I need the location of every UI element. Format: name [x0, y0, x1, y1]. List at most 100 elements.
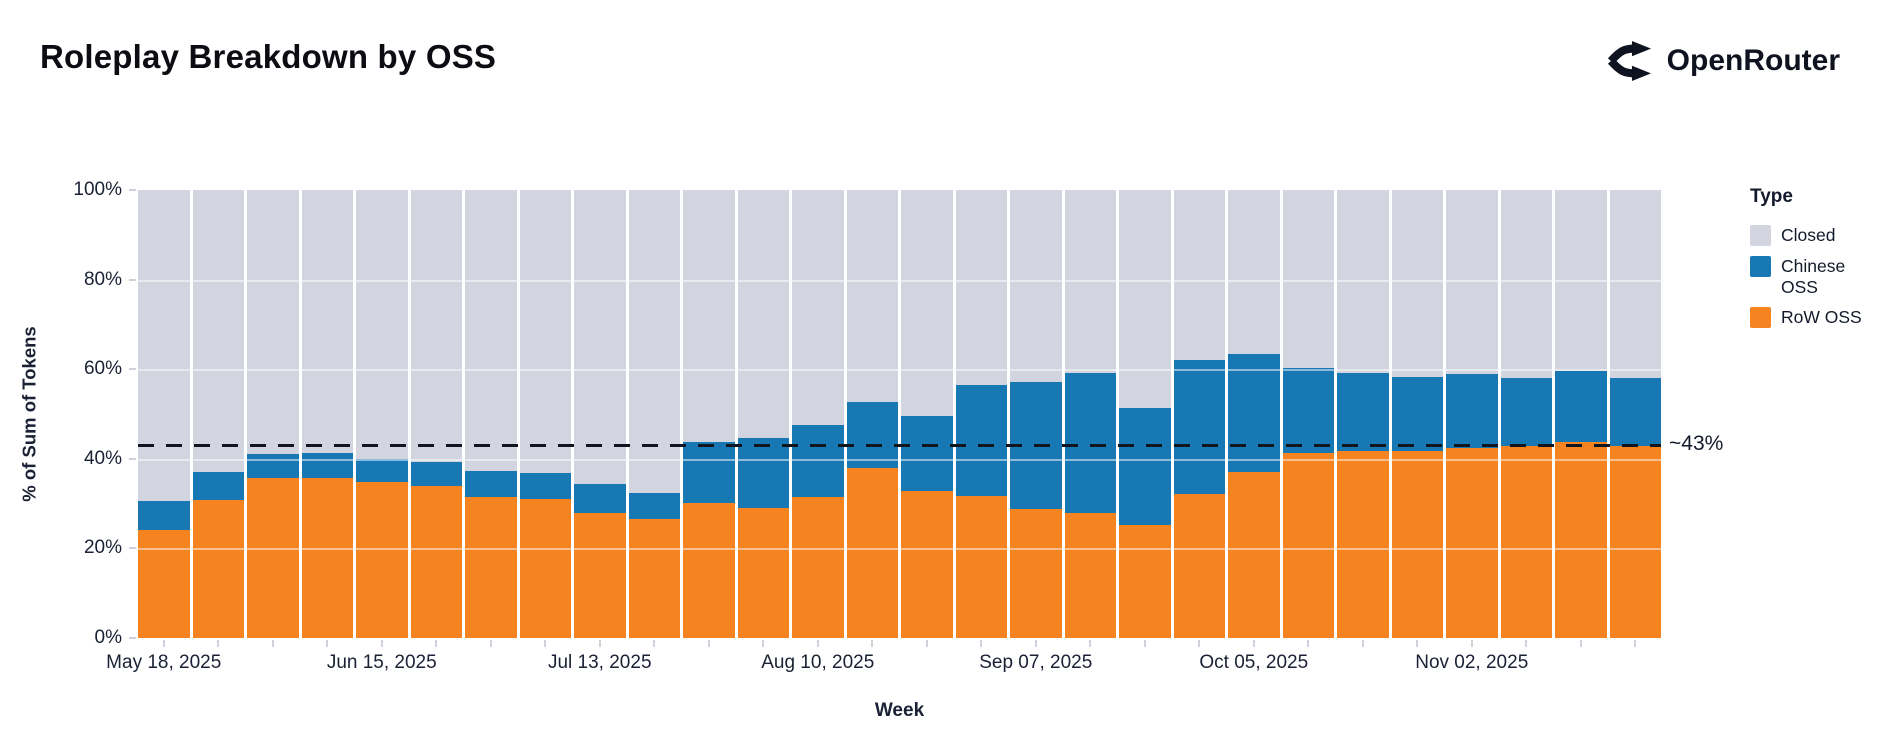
- bar-segment-chinese-oss[interactable]: [846, 402, 898, 468]
- bar-week[interactable]: [192, 190, 244, 638]
- bar-segment-closed[interactable]: [1337, 190, 1389, 373]
- bar-week[interactable]: [683, 190, 735, 638]
- bar-segment-closed[interactable]: [138, 190, 190, 501]
- bar-week[interactable]: [1010, 190, 1062, 638]
- bar-week[interactable]: [1282, 190, 1334, 638]
- bar-segment-row-oss[interactable]: [792, 497, 844, 638]
- bar-segment-chinese-oss[interactable]: [1337, 372, 1389, 452]
- bar-segment-closed[interactable]: [846, 190, 898, 403]
- bar-segment-closed[interactable]: [792, 190, 844, 426]
- bar-segment-chinese-oss[interactable]: [1391, 377, 1443, 451]
- bar-segment-row-oss[interactable]: [1446, 447, 1498, 638]
- bar-week[interactable]: [955, 190, 1007, 638]
- bar-segment-closed[interactable]: [1064, 190, 1116, 373]
- bar-segment-chinese-oss[interactable]: [247, 453, 299, 479]
- bar-segment-chinese-oss[interactable]: [1555, 371, 1607, 442]
- bar-segment-chinese-oss[interactable]: [574, 483, 626, 514]
- legend-item-row-oss[interactable]: RoW OSS: [1750, 307, 1874, 329]
- bar-segment-chinese-oss[interactable]: [465, 470, 517, 498]
- bar-segment-row-oss[interactable]: [574, 513, 626, 638]
- bar-segment-closed[interactable]: [410, 190, 462, 463]
- bar-segment-closed[interactable]: [1228, 190, 1280, 354]
- bar-segment-row-oss[interactable]: [356, 481, 408, 638]
- bar-segment-chinese-oss[interactable]: [628, 492, 680, 519]
- bar-segment-chinese-oss[interactable]: [1064, 372, 1116, 514]
- bar-week[interactable]: [1337, 190, 1389, 638]
- bar-segment-row-oss[interactable]: [737, 508, 789, 638]
- bar-week[interactable]: [1173, 190, 1225, 638]
- bar-week[interactable]: [138, 190, 190, 638]
- bar-segment-closed[interactable]: [192, 190, 244, 472]
- bar-week[interactable]: [1119, 190, 1171, 638]
- bar-segment-row-oss[interactable]: [1555, 441, 1607, 638]
- bar-week[interactable]: [1500, 190, 1552, 638]
- bar-week[interactable]: [356, 190, 408, 638]
- bar-segment-row-oss[interactable]: [410, 485, 462, 638]
- bar-segment-row-oss[interactable]: [138, 530, 190, 638]
- bar-segment-chinese-oss[interactable]: [1228, 353, 1280, 472]
- bar-segment-row-oss[interactable]: [628, 518, 680, 638]
- bar-segment-chinese-oss[interactable]: [683, 441, 735, 504]
- bar-segment-closed[interactable]: [955, 190, 1007, 386]
- bar-week[interactable]: [1609, 190, 1661, 638]
- bar-segment-chinese-oss[interactable]: [1010, 382, 1062, 509]
- bar-segment-closed[interactable]: [519, 190, 571, 474]
- bar-segment-row-oss[interactable]: [846, 467, 898, 638]
- bar-segment-closed[interactable]: [1010, 190, 1062, 383]
- bar-segment-closed[interactable]: [1446, 190, 1498, 375]
- bar-segment-closed[interactable]: [574, 190, 626, 484]
- bar-week[interactable]: [628, 190, 680, 638]
- bar-segment-closed[interactable]: [1500, 190, 1552, 378]
- bar-segment-chinese-oss[interactable]: [792, 425, 844, 498]
- bar-segment-row-oss[interactable]: [1609, 445, 1661, 638]
- bar-segment-row-oss[interactable]: [1119, 525, 1171, 638]
- bar-segment-chinese-oss[interactable]: [901, 415, 953, 492]
- bar-segment-chinese-oss[interactable]: [301, 453, 353, 478]
- bar-segment-chinese-oss[interactable]: [1446, 374, 1498, 448]
- bar-segment-chinese-oss[interactable]: [138, 500, 190, 531]
- bar-segment-closed[interactable]: [683, 190, 735, 442]
- bar-segment-closed[interactable]: [1119, 190, 1171, 409]
- bar-week[interactable]: [1064, 190, 1116, 638]
- bar-segment-closed[interactable]: [247, 190, 299, 454]
- bar-week[interactable]: [247, 190, 299, 638]
- bar-segment-row-oss[interactable]: [1500, 445, 1552, 638]
- bar-week[interactable]: [574, 190, 626, 638]
- bar-segment-closed[interactable]: [1609, 190, 1661, 379]
- bar-segment-row-oss[interactable]: [1173, 494, 1225, 638]
- bar-segment-row-oss[interactable]: [1282, 452, 1334, 638]
- bar-segment-closed[interactable]: [301, 190, 353, 453]
- bar-segment-row-oss[interactable]: [465, 497, 517, 638]
- bar-segment-closed[interactable]: [1282, 190, 1334, 368]
- bar-segment-row-oss[interactable]: [1391, 450, 1443, 638]
- bar-segment-closed[interactable]: [628, 190, 680, 493]
- bar-week[interactable]: [737, 190, 789, 638]
- bar-week[interactable]: [410, 190, 462, 638]
- bar-segment-closed[interactable]: [1173, 190, 1225, 360]
- bar-week[interactable]: [846, 190, 898, 638]
- bar-segment-chinese-oss[interactable]: [737, 438, 789, 509]
- bar-week[interactable]: [1446, 190, 1498, 638]
- bar-week[interactable]: [1391, 190, 1443, 638]
- bar-week[interactable]: [1228, 190, 1280, 638]
- bar-segment-chinese-oss[interactable]: [1173, 359, 1225, 495]
- bar-segment-row-oss[interactable]: [519, 499, 571, 638]
- bar-segment-row-oss[interactable]: [683, 503, 735, 638]
- legend-item-closed[interactable]: Closed: [1750, 225, 1874, 246]
- bar-week[interactable]: [519, 190, 571, 638]
- bar-segment-closed[interactable]: [465, 190, 517, 471]
- bar-segment-row-oss[interactable]: [247, 478, 299, 638]
- bar-segment-closed[interactable]: [737, 190, 789, 439]
- bar-segment-chinese-oss[interactable]: [1609, 378, 1661, 446]
- bar-segment-row-oss[interactable]: [1337, 451, 1389, 638]
- legend-item-chinese-oss[interactable]: Chinese OSS: [1750, 256, 1874, 297]
- bar-week[interactable]: [465, 190, 517, 638]
- bar-segment-row-oss[interactable]: [1228, 471, 1280, 638]
- bar-segment-chinese-oss[interactable]: [410, 462, 462, 486]
- bar-segment-row-oss[interactable]: [1064, 513, 1116, 638]
- bar-segment-row-oss[interactable]: [1010, 508, 1062, 638]
- bar-segment-row-oss[interactable]: [192, 500, 244, 638]
- bar-segment-chinese-oss[interactable]: [1282, 367, 1334, 453]
- bar-segment-closed[interactable]: [1391, 190, 1443, 378]
- bar-segment-chinese-oss[interactable]: [1500, 377, 1552, 446]
